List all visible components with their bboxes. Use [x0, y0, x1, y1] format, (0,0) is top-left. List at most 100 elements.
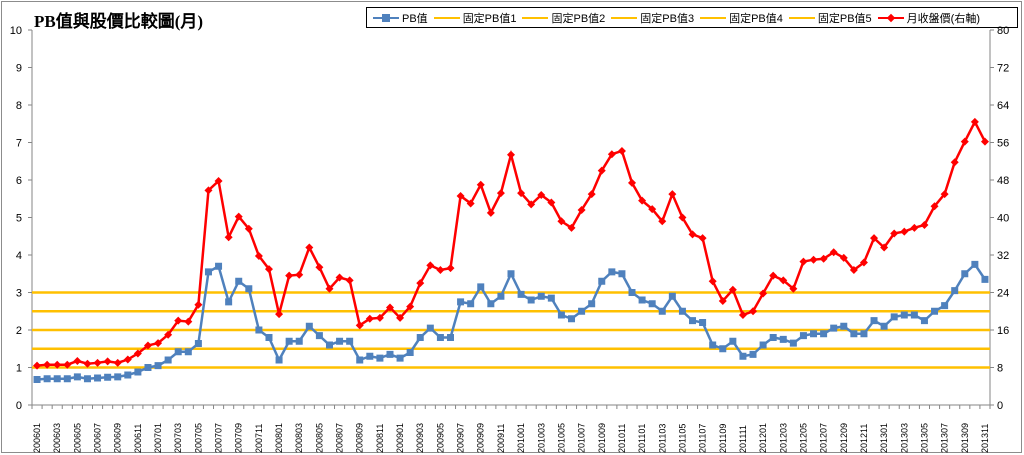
pb-point: [699, 319, 707, 326]
price-point: [829, 248, 838, 257]
price-point: [174, 316, 183, 325]
pb-point: [810, 330, 818, 338]
price-point: [204, 186, 213, 195]
price-point: [446, 264, 455, 273]
price-point: [466, 199, 475, 208]
x-tick-label: 200607: [93, 423, 103, 453]
price-point: [143, 341, 152, 350]
x-tick-label: 200801: [274, 423, 284, 453]
pb-point: [386, 350, 394, 358]
x-tick-label: 200707: [214, 423, 224, 453]
x-tick-label: 201005: [556, 423, 566, 453]
price-point: [617, 146, 626, 155]
x-tick-label: 201203: [778, 423, 788, 453]
pb-point: [114, 373, 122, 381]
pb-point: [628, 289, 636, 296]
pb-point: [830, 324, 838, 332]
price-point: [194, 300, 203, 309]
price-point: [577, 206, 586, 214]
pb-point: [931, 307, 939, 315]
pb-point: [356, 356, 364, 364]
x-tick-label: 201307: [940, 423, 950, 453]
pb-point: [850, 330, 858, 338]
right-tick-label: 72: [997, 63, 1009, 75]
right-tick-label: 80: [997, 25, 1009, 37]
x-tick-label: 200703: [173, 423, 183, 453]
legend-swatch: [788, 12, 815, 24]
price-point: [537, 191, 546, 199]
price-point: [970, 117, 979, 126]
left-tick-label: 1: [16, 363, 22, 375]
x-tick-label: 201201: [758, 423, 768, 453]
pb-point: [104, 373, 112, 381]
pb-point: [194, 340, 202, 347]
pb-point: [880, 322, 888, 330]
legend-item: 固定PB值5: [788, 10, 872, 26]
x-tick-label: 201305: [919, 423, 929, 453]
legend-swatch: [433, 12, 460, 24]
pb-point: [457, 298, 465, 306]
pb-point: [245, 285, 253, 293]
pb-point: [588, 300, 596, 308]
legend-label: 固定PB值1: [462, 12, 517, 25]
right-tick-label: 8: [997, 363, 1003, 375]
price-point: [285, 271, 294, 280]
pb-point: [638, 296, 646, 304]
pb-point: [860, 330, 868, 338]
price-point: [900, 227, 909, 236]
pb-point: [658, 307, 666, 315]
x-tick-label: 201303: [899, 423, 909, 453]
x-tick-label: 200905: [435, 423, 445, 453]
legend-swatch: [522, 12, 549, 24]
x-tick-label: 200907: [456, 423, 466, 453]
left-tick-label: 5: [16, 213, 22, 225]
price-point: [880, 243, 889, 252]
left-tick-label: 4: [16, 250, 22, 262]
price-point: [769, 271, 778, 280]
pb-point: [164, 356, 172, 364]
pb-point: [678, 307, 686, 315]
legend-label: PB值: [402, 12, 428, 25]
price-point: [275, 310, 284, 319]
pb-point: [406, 349, 414, 356]
pb-point: [739, 352, 747, 360]
price-point: [133, 349, 142, 358]
legend-swatch: [877, 12, 904, 24]
pb-point: [275, 356, 283, 364]
price-point: [668, 190, 677, 199]
price-point: [436, 266, 445, 274]
pb-point: [820, 330, 828, 338]
pb-point: [729, 337, 737, 345]
pb-point: [33, 376, 41, 383]
legend-swatch: [700, 12, 727, 24]
price-point: [920, 221, 929, 229]
pb-point: [215, 262, 223, 270]
pb-point: [154, 362, 162, 370]
price-point: [628, 178, 637, 187]
left-tick-label: 8: [16, 100, 22, 112]
right-tick-label: 56: [997, 138, 1009, 150]
x-tick-label: 200803: [294, 423, 304, 453]
pb-point: [467, 300, 475, 308]
x-tick-label: 200705: [193, 423, 203, 453]
price-point: [83, 359, 92, 368]
pb-point: [890, 313, 898, 321]
x-tick-label: 201211: [859, 424, 869, 453]
price-point: [426, 261, 435, 270]
pb-point: [436, 334, 444, 341]
x-tick-label: 201103: [657, 424, 667, 453]
pb-point: [668, 292, 676, 300]
pb-point: [83, 375, 91, 383]
pb-point: [769, 334, 777, 341]
pb-point: [265, 334, 273, 341]
price-point: [607, 150, 616, 159]
pb-point: [477, 283, 485, 291]
price-point: [244, 224, 253, 233]
pb-point: [618, 270, 626, 278]
price-point: [103, 357, 112, 366]
price-point: [53, 360, 62, 369]
pb-point: [346, 337, 354, 345]
legend-item: 月收盤價(右軸): [877, 10, 980, 26]
